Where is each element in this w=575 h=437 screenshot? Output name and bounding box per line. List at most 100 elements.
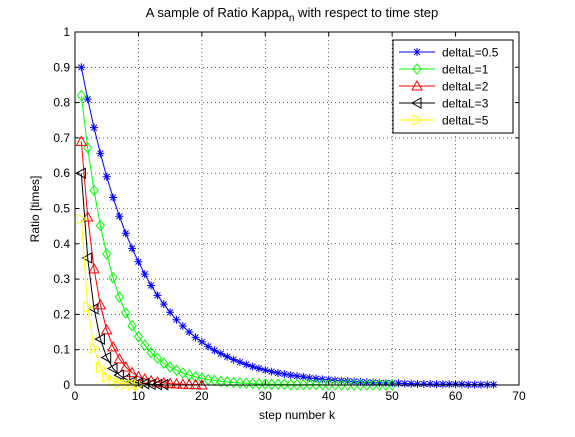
data-point: [190, 371, 201, 383]
data-point: [172, 315, 181, 324]
data-point: [95, 361, 107, 374]
data-point: [305, 378, 315, 391]
data-point: [286, 378, 296, 391]
data-point: [273, 368, 282, 377]
y-tick-label: 0.4: [53, 237, 70, 251]
data-point: [108, 375, 120, 387]
legend-marker: [410, 97, 422, 109]
data-point: [235, 377, 245, 389]
data-point: [127, 319, 137, 332]
data-point: [457, 380, 466, 389]
legend-marker: [412, 63, 422, 75]
legend-label: deltaL=2: [442, 80, 489, 94]
data-point: [419, 379, 428, 388]
y-tick-label: 0.2: [53, 307, 70, 321]
data-point: [108, 271, 118, 284]
legend-item: deltaL=5: [399, 114, 489, 128]
data-point: [355, 379, 366, 391]
data-point: [273, 378, 283, 391]
data-point: [102, 172, 111, 181]
data-point: [107, 340, 119, 352]
data-point: [75, 135, 88, 146]
data-point: [159, 300, 168, 309]
data-point: [121, 229, 130, 238]
legend-label: deltaL=1: [442, 63, 489, 77]
x-tick-label: 0: [72, 389, 79, 403]
data-point: [119, 360, 132, 372]
data-point: [95, 219, 106, 232]
data-point: [267, 367, 276, 376]
data-point: [394, 379, 403, 388]
data-point: [140, 270, 149, 279]
data-point: [83, 95, 92, 104]
y-tick-label: 0.6: [53, 166, 70, 180]
x-tick-label: 20: [195, 389, 209, 403]
legend-item: deltaL=3: [399, 97, 489, 111]
data-point: [305, 373, 314, 382]
data-point: [134, 257, 143, 266]
data-point: [228, 376, 239, 389]
data-point: [216, 349, 225, 358]
data-point: [248, 362, 257, 371]
legend: deltaL=0.5 deltaL=1 deltaL=2 deltaL=3 deltaL…: [392, 39, 514, 134]
y-tick-label: 0.1: [53, 343, 70, 357]
data-point: [374, 379, 385, 391]
data-point: [178, 322, 187, 331]
data-point: [343, 377, 352, 386]
y-tick-label: 0.9: [53, 60, 70, 74]
data-point: [293, 372, 301, 381]
data-point: [261, 366, 270, 375]
legend-marker: [413, 48, 421, 56]
data-point: [381, 378, 390, 387]
data-point: [260, 378, 270, 390]
data-point: [445, 380, 454, 389]
data-point: [438, 380, 447, 389]
series-1: [77, 63, 498, 389]
x-axis-label: step number k: [259, 408, 336, 422]
data-point: [432, 380, 441, 389]
x-tick-label: 30: [259, 389, 273, 403]
data-point: [266, 378, 277, 391]
data-point: [81, 210, 94, 222]
data-point: [146, 346, 156, 359]
data-point: [114, 377, 126, 390]
data-point: [87, 302, 99, 315]
data-point: [121, 378, 132, 391]
data-point: [171, 364, 182, 376]
data-point: [138, 377, 150, 390]
y-tick-label: 0.7: [53, 131, 70, 145]
data-point: [350, 377, 359, 386]
data-point: [191, 333, 200, 342]
data-point: [115, 212, 124, 221]
data-point: [324, 379, 334, 391]
data-point: [407, 379, 416, 388]
series-line: [80, 173, 164, 386]
data-point: [286, 371, 295, 380]
data-point: [375, 378, 384, 387]
data-point: [81, 252, 93, 264]
data-point: [368, 379, 378, 391]
data-point: [426, 379, 435, 388]
data-point: [170, 377, 183, 389]
data-point: [356, 377, 365, 386]
legend-item: deltaL=1: [399, 63, 489, 77]
data-point: [100, 351, 112, 364]
data-point: [210, 346, 219, 355]
y-tick-label: 0.8: [53, 96, 70, 110]
legend-label: deltaL=5: [442, 114, 489, 128]
data-point: [77, 63, 86, 72]
grid: [75, 32, 519, 385]
data-point: [153, 291, 162, 300]
data-point: [317, 378, 328, 391]
data-point: [362, 379, 372, 391]
y-axis-label: Ratio [times]: [28, 176, 42, 243]
axis-ticks: 0 10 20 30 40 50 60 70 0 0.1 0.2 0.3 0.4 0.5 0.6 0.7 0.8…: [53, 25, 526, 403]
data-point: [362, 378, 371, 387]
data-point: [183, 378, 196, 390]
data-point: [242, 360, 251, 369]
data-point: [107, 362, 118, 375]
data-point: [330, 379, 340, 391]
data-point: [128, 244, 137, 253]
data-point: [336, 379, 347, 391]
